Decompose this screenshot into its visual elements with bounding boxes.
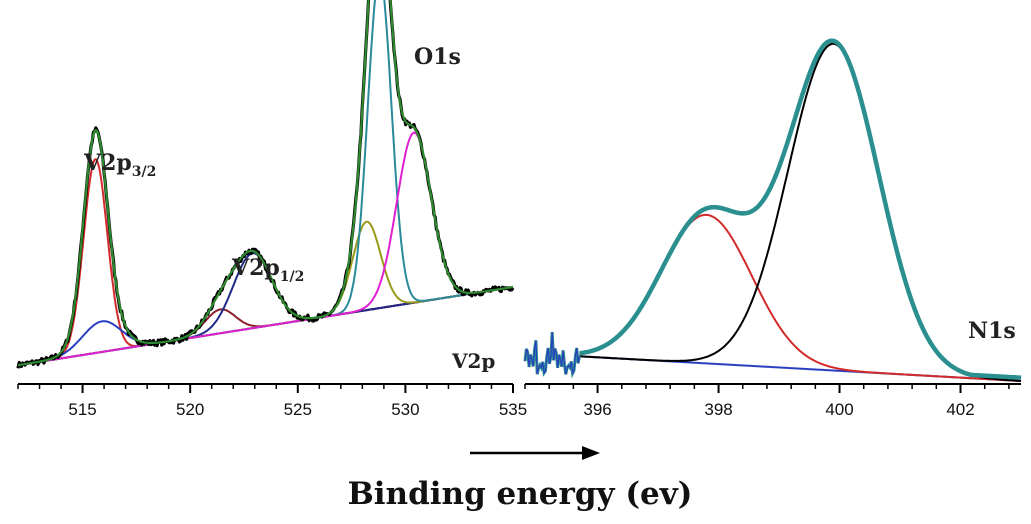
right-x-ticks: 396 398 400 402 — [524, 384, 1010, 419]
x-tick-label: 402 — [946, 400, 974, 419]
left-x-ticks: 515 520 525 530 535 — [17, 384, 527, 419]
x-tick-label: 515 — [68, 400, 96, 419]
x-tick-label: 400 — [825, 400, 853, 419]
x-tick-label: 396 — [583, 400, 611, 419]
annotation-n1s: N1s — [968, 318, 1016, 344]
annotation-v2p32: V2p3/2 — [83, 150, 156, 180]
envelope-curve — [17, 0, 514, 367]
right-curves — [523, 38, 1023, 382]
left-curves — [16, 0, 515, 369]
annotation-o1s: O1s — [414, 44, 461, 70]
annotation-v2p12: V2p1/2 — [231, 255, 304, 285]
x-tick-label: 525 — [284, 400, 312, 419]
arrow-head — [582, 446, 600, 460]
baseline-edge-noise — [524, 332, 580, 376]
envelope-curve — [578, 38, 1023, 380]
x-tick-label: 398 — [704, 400, 732, 419]
direction-arrow — [470, 446, 600, 460]
x-axis-title: Binding energy (ev) — [348, 476, 693, 512]
annotation-v2p: V2p — [451, 349, 495, 373]
v2p-o1s-panel: 515 520 525 530 535 V2p3/2 V2p1/2 O1s V2p — [16, 0, 527, 419]
x-tick-label: 535 — [499, 400, 527, 419]
n1s-panel: 396 398 400 402 N1s — [523, 38, 1023, 419]
x-tick-label: 530 — [391, 400, 419, 419]
x-tick-label: 520 — [176, 400, 204, 419]
